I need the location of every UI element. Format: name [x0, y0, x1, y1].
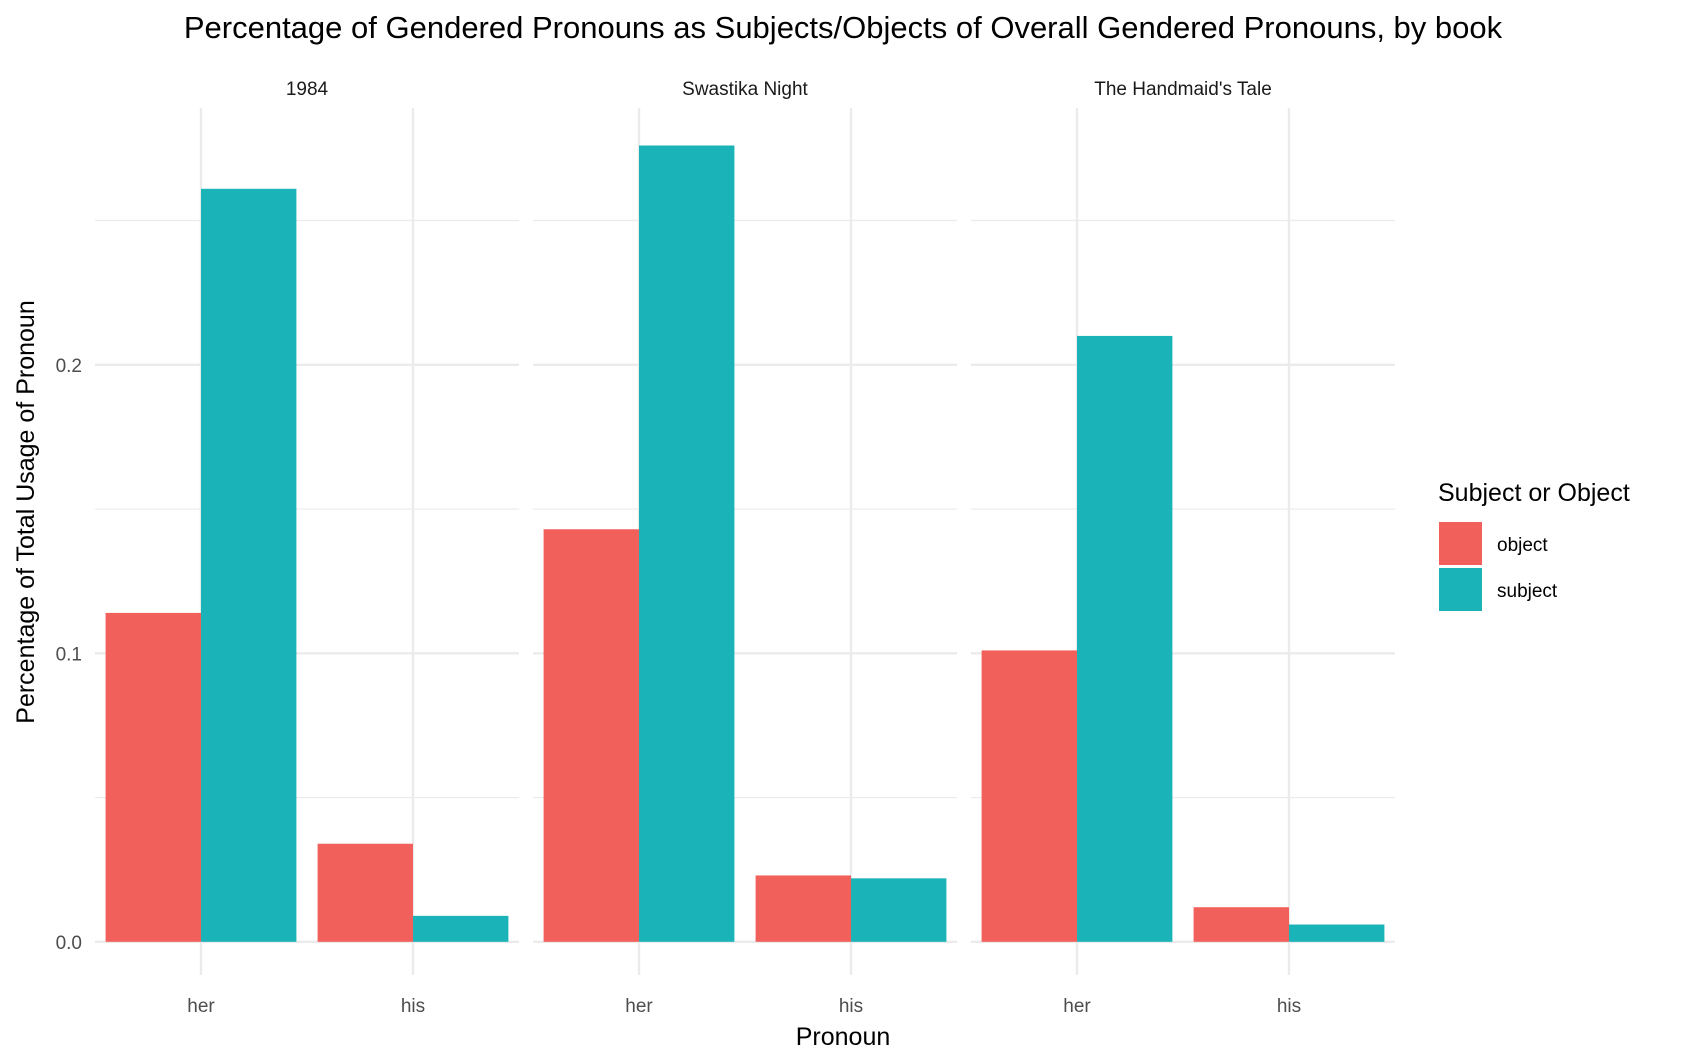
facet-panels: her his 1984 her his Swastika Night her his The …: [95, 79, 1395, 1017]
x-tick-label: his: [401, 996, 425, 1017]
legend-title: Subject or Object: [1438, 479, 1630, 507]
legend-label: subject: [1497, 581, 1558, 602]
x-tick-label: her: [187, 996, 215, 1017]
bar-object-her: [981, 650, 1077, 942]
bar-subject-her: [201, 188, 297, 942]
bar-subject-his: [413, 915, 509, 942]
bar-subject-his: [1289, 924, 1385, 942]
y-tick-label: 0.0: [56, 933, 82, 954]
bar-object-his: [317, 843, 413, 942]
facet-strip-label: The Handmaid's Tale: [1094, 79, 1272, 100]
legend-key-object: [1439, 522, 1482, 565]
y-axis-title: Percentage of Total Usage of Pronoun: [12, 300, 40, 723]
facet-panel: her his 1984: [95, 79, 519, 1017]
y-tick-label: 0.2: [56, 356, 82, 377]
x-tick-label: his: [839, 996, 863, 1017]
x-tick-label: his: [1277, 996, 1301, 1017]
facet-strip-label: 1984: [286, 79, 329, 100]
legend-label: object: [1497, 535, 1548, 556]
chart-title: Percentage of Gendered Pronouns as Subje…: [184, 10, 1503, 45]
bar-object-her: [543, 529, 639, 942]
legend: Subject or Object object subject: [1438, 479, 1630, 611]
bar-object-her: [105, 612, 201, 942]
bar-subject-his: [851, 878, 947, 942]
x-tick-label: her: [1063, 996, 1091, 1017]
bar-subject-her: [639, 145, 735, 942]
facet-panel: her his Swastika Night: [533, 79, 957, 1017]
x-tick-label: her: [625, 996, 653, 1017]
facet-strip-label: Swastika Night: [682, 79, 808, 100]
x-axis-title: Pronoun: [796, 1023, 891, 1051]
legend-key-subject: [1439, 568, 1482, 611]
bar-subject-her: [1077, 335, 1173, 942]
y-tick-label: 0.1: [56, 644, 82, 665]
bar-object-his: [755, 875, 851, 942]
bar-object-his: [1193, 907, 1289, 942]
y-axis-ticks: 0.0 0.1 0.2: [56, 356, 82, 954]
facet-panel: her his The Handmaid's Tale: [971, 79, 1395, 1017]
